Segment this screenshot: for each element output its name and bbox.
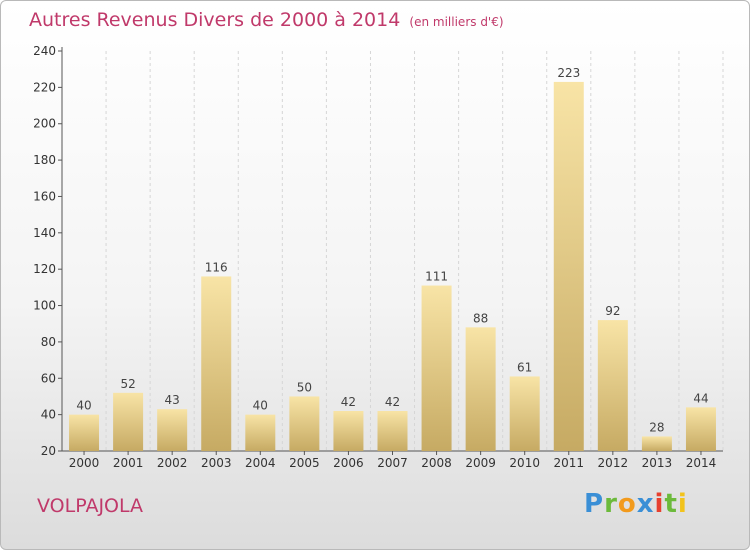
y-tick-label: 200: [33, 117, 56, 131]
bar: [597, 320, 628, 451]
commune-name: VOLPAJOLA: [37, 495, 144, 517]
y-tick-label: 180: [33, 153, 56, 167]
y-tick-label: 120: [33, 262, 56, 276]
bar: [421, 285, 452, 451]
bar: [289, 396, 320, 451]
x-tick-label: 2002: [157, 456, 188, 470]
logo-letter: P: [584, 489, 605, 519]
bar: [333, 411, 364, 451]
bar-value-label: 61: [517, 360, 532, 374]
bar-value-label: 44: [693, 391, 708, 405]
chart-title: Autres Revenus Divers de 2000 à 2014 (en…: [29, 9, 504, 31]
x-tick-label: 2000: [69, 456, 100, 470]
x-tick-label: 2001: [113, 456, 144, 470]
y-tick-label: 20: [41, 444, 56, 458]
x-tick-label: 2008: [421, 456, 452, 470]
bar-value-label: 52: [120, 377, 135, 391]
bar: [69, 414, 100, 451]
y-tick-label: 100: [33, 299, 56, 313]
bar-value-label: 42: [385, 395, 400, 409]
logo-letter: i: [677, 489, 688, 519]
bar-value-label: 28: [649, 420, 664, 434]
x-tick-label: 2006: [333, 456, 364, 470]
bar: [201, 276, 232, 451]
bar-value-label: 40: [76, 399, 91, 413]
x-tick-label: 2005: [289, 456, 320, 470]
y-tick-label: 60: [41, 371, 56, 385]
x-tick-label: 2007: [377, 456, 408, 470]
x-tick-label: 2010: [509, 456, 540, 470]
bar-value-label: 116: [205, 260, 228, 274]
bar-value-label: 40: [253, 399, 268, 413]
bar: [553, 81, 584, 451]
y-tick-label: 40: [41, 408, 56, 422]
bar-value-label: 43: [165, 393, 180, 407]
x-tick-label: 2014: [686, 456, 717, 470]
y-tick-label: 220: [33, 80, 56, 94]
x-tick-label: 2012: [598, 456, 629, 470]
logo-letter: x: [636, 489, 655, 519]
bar: [377, 411, 408, 451]
y-tick-label: 160: [33, 189, 56, 203]
logo-letter: i: [654, 489, 665, 519]
proxiti-logo: Proxiti: [584, 489, 688, 519]
bar-value-label: 92: [605, 304, 620, 318]
bar: [245, 414, 276, 451]
logo-letter: o: [617, 489, 637, 519]
chart-title-unit: (en milliers d'€): [409, 15, 504, 29]
bar-value-label: 42: [341, 395, 356, 409]
bar: [685, 407, 716, 451]
x-tick-label: 2003: [201, 456, 232, 470]
x-tick-label: 2004: [245, 456, 276, 470]
bar: [113, 392, 144, 451]
bar: [465, 327, 496, 451]
bar: [641, 436, 672, 451]
bar: [157, 409, 188, 451]
bar-value-label: 88: [473, 311, 488, 325]
y-tick-label: 80: [41, 335, 56, 349]
chart-title-main: Autres Revenus Divers de 2000 à 2014: [29, 9, 401, 31]
bar: [509, 376, 540, 451]
logo-letter: r: [604, 489, 618, 519]
bar-value-label: 223: [557, 66, 580, 80]
y-tick-label: 240: [33, 44, 56, 58]
x-tick-label: 2011: [553, 456, 584, 470]
bar-value-label: 111: [425, 270, 448, 284]
x-tick-label: 2009: [465, 456, 496, 470]
x-tick-label: 2013: [642, 456, 673, 470]
y-tick-label: 140: [33, 226, 56, 240]
bar-value-label: 50: [297, 380, 312, 394]
logo-letter: t: [664, 489, 678, 519]
